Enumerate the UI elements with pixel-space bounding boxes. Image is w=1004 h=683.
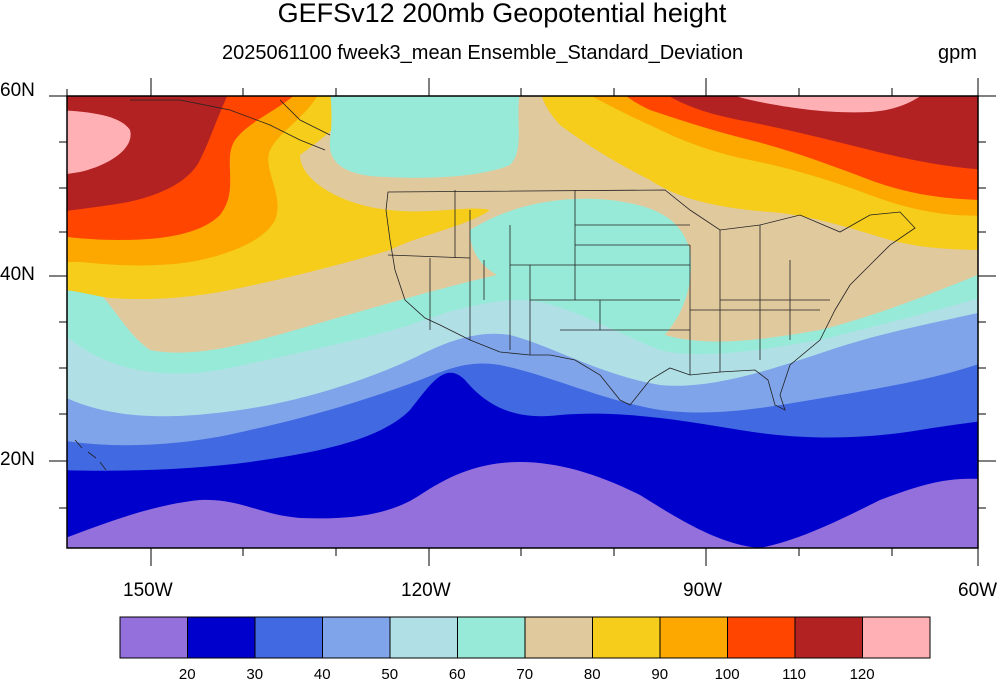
colorbar-swatch: [254, 616, 323, 659]
contour-fill-layer: [67, 96, 978, 548]
colorbar-level-label: 40: [313, 666, 331, 683]
colorbar-level-label: 60: [448, 666, 466, 683]
colorbar-swatch: [727, 616, 796, 659]
band-60-70-north: [329, 96, 520, 178]
colorbar-swatch: [389, 616, 458, 659]
band-20-30: [67, 372, 978, 548]
band-gt-120-west: [67, 110, 131, 174]
colorbar-swatch: [524, 616, 593, 659]
band-110-120-east: [669, 96, 978, 170]
state-boundaries: [74, 99, 916, 471]
map-title: GEFSv12 200mb Geopotential height: [277, 0, 727, 28]
colorbar-level-label: 80: [583, 666, 601, 683]
lat-label-60n: 60N: [0, 80, 35, 101]
colorbar-swatch: [322, 616, 391, 659]
axis-ticks: [49, 78, 996, 566]
colorbar-swatch: [862, 616, 931, 659]
colorbar-level-label: 120: [849, 666, 875, 683]
colorbar-swatch: [592, 616, 661, 659]
lon-label-60w: 60W: [958, 580, 998, 601]
colorbar-level-label: 50: [381, 666, 399, 683]
colorbar-level-label: 30: [246, 666, 264, 683]
band-lt-20: [67, 462, 978, 548]
colorbar-swatch: [457, 616, 526, 659]
lon-label-90w: 90W: [683, 580, 723, 601]
colorbar-level-label: 110: [782, 666, 807, 683]
colorbar: [119, 616, 931, 659]
map-subtitle: 2025061100 fweek3_mean Ensemble_Standard…: [222, 42, 744, 64]
band-60-70-central: [470, 198, 691, 340]
lon-label-150w: 150W: [123, 580, 173, 601]
lon-label-120w: 120W: [401, 580, 451, 601]
colorbar-level-label: 100: [714, 666, 740, 683]
colorbar-level-label: 90: [651, 666, 669, 683]
colorbar-swatch: [119, 616, 188, 659]
colorbar-swatch: [794, 616, 863, 659]
colorbar-swatch: [659, 616, 728, 659]
colorbar-level-label: 70: [516, 666, 534, 683]
band-gt-120-east: [735, 96, 921, 113]
colorbar-swatch: [187, 616, 256, 659]
lat-label-20n: 20N: [0, 449, 35, 470]
colorbar-level-label: 20: [178, 666, 196, 683]
lat-label-40n: 40N: [0, 264, 35, 285]
units-label: gpm: [938, 42, 977, 64]
